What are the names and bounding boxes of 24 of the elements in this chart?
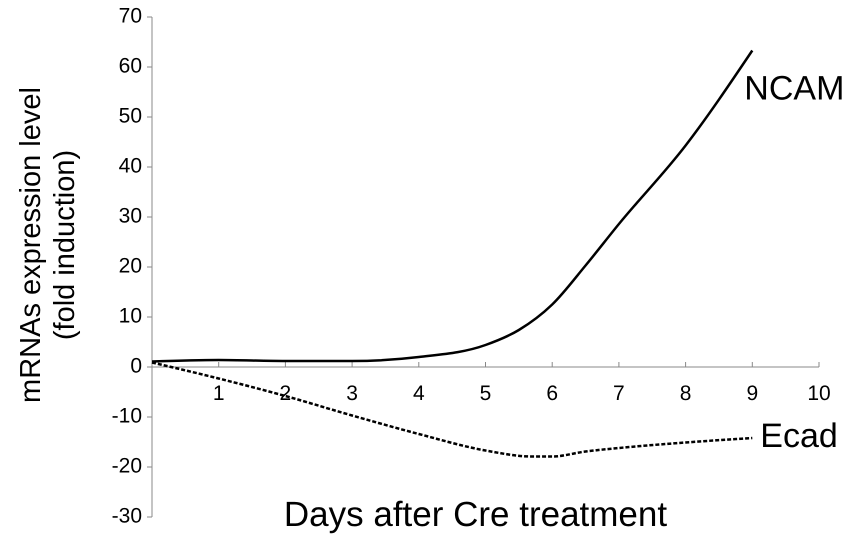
series-label: Ecad (760, 416, 838, 455)
y-tick-label: 70 (118, 4, 142, 28)
y-tick-label: 20 (118, 254, 142, 278)
x-tick-label: 5 (480, 382, 492, 405)
x-tick-label: 3 (346, 382, 358, 405)
y-tick-label: 10 (118, 304, 142, 328)
x-tick-label: 10 (807, 382, 831, 405)
y-tick-label: 60 (118, 54, 142, 78)
x-tick-label: 9 (746, 382, 758, 405)
y-tick-label: -10 (112, 404, 142, 428)
x-tick-label: 6 (546, 382, 558, 405)
y-tick-label: 30 (118, 204, 142, 228)
x-tick-label: 4 (412, 382, 425, 405)
x-axis-title: Days after Cre treatment (284, 495, 668, 534)
y-tick-label: -20 (112, 454, 142, 478)
x-tick-label: 8 (680, 382, 692, 405)
x-tick-label: 1 (212, 382, 225, 405)
y-tick-label: 40 (118, 154, 142, 178)
x-tick-label: 7 (613, 382, 625, 405)
y-tick-label: 0 (130, 354, 142, 378)
series-label: NCAM (744, 69, 844, 108)
y-axis-title: mRNAs expression level (fold induction) (15, 87, 81, 403)
y-tick-label: -30 (112, 504, 142, 528)
y-tick-label: 50 (118, 104, 142, 128)
